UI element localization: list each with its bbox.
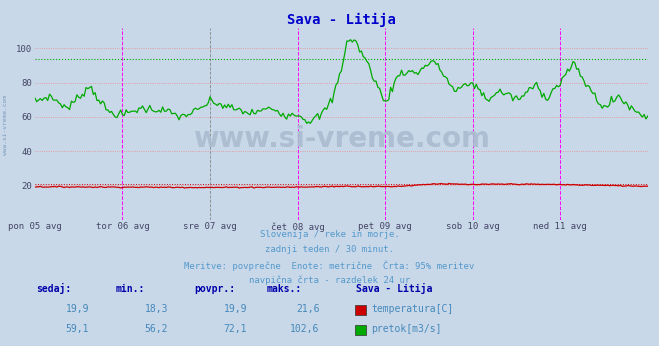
Text: 18,3: 18,3 [144, 304, 168, 315]
Text: www.si-vreme.com: www.si-vreme.com [3, 94, 8, 155]
Text: temperatura[C]: temperatura[C] [371, 304, 453, 315]
Text: www.si-vreme.com: www.si-vreme.com [193, 125, 490, 153]
Title: Sava - Litija: Sava - Litija [287, 12, 396, 27]
Text: 19,9: 19,9 [223, 304, 247, 315]
Text: maks.:: maks.: [267, 284, 302, 294]
Text: min.:: min.: [115, 284, 145, 294]
Text: 72,1: 72,1 [223, 324, 247, 334]
Text: 102,6: 102,6 [290, 324, 320, 334]
Text: povpr.:: povpr.: [194, 284, 235, 294]
Text: pretok[m3/s]: pretok[m3/s] [371, 324, 442, 334]
Text: navpična črta - razdelek 24 ur: navpična črta - razdelek 24 ur [249, 276, 410, 285]
Text: 19,9: 19,9 [65, 304, 89, 315]
Text: Slovenija / reke in morje.: Slovenija / reke in morje. [260, 230, 399, 239]
Text: 21,6: 21,6 [296, 304, 320, 315]
Text: 56,2: 56,2 [144, 324, 168, 334]
Text: zadnji teden / 30 minut.: zadnji teden / 30 minut. [265, 245, 394, 254]
Text: 59,1: 59,1 [65, 324, 89, 334]
Text: sedaj:: sedaj: [36, 283, 71, 294]
Text: Sava - Litija: Sava - Litija [356, 283, 432, 294]
Text: Meritve: povprečne  Enote: metrične  Črta: 95% meritev: Meritve: povprečne Enote: metrične Črta:… [185, 261, 474, 271]
